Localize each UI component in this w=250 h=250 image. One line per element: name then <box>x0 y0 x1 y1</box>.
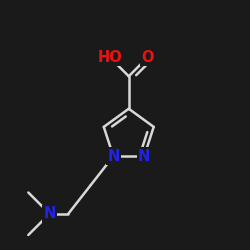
Text: N: N <box>44 206 56 221</box>
Text: N: N <box>107 149 120 164</box>
Text: N: N <box>138 149 150 164</box>
Text: O: O <box>141 50 154 65</box>
Text: HO: HO <box>98 50 122 65</box>
